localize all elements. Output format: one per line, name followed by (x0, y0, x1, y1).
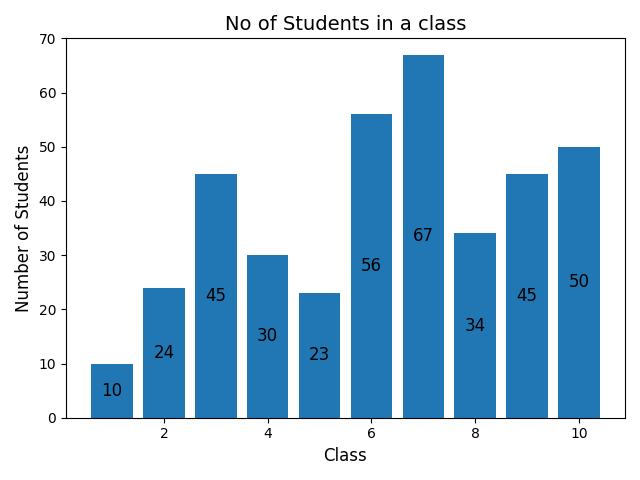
Bar (558, 147, 600, 418)
Text: 34: 34 (465, 317, 486, 335)
Text: 23: 23 (309, 347, 330, 364)
Bar (351, 114, 392, 418)
Text: 45: 45 (516, 287, 538, 305)
Text: 24: 24 (154, 344, 175, 362)
Bar (506, 174, 548, 418)
Text: 56: 56 (361, 257, 382, 275)
Bar (403, 55, 444, 418)
Text: 67: 67 (413, 227, 434, 245)
X-axis label: Class: Class (324, 447, 367, 465)
Bar (92, 363, 133, 418)
Text: 50: 50 (568, 273, 589, 291)
Text: 30: 30 (257, 327, 278, 346)
Bar (299, 293, 340, 418)
Bar (247, 255, 289, 418)
Bar (143, 288, 185, 418)
Text: 10: 10 (102, 382, 123, 400)
Title: No of Students in a class: No of Students in a class (225, 15, 466, 34)
Text: 45: 45 (205, 287, 227, 305)
Y-axis label: Number of Students: Number of Students (15, 144, 33, 312)
Bar (454, 233, 496, 418)
Bar (195, 174, 237, 418)
